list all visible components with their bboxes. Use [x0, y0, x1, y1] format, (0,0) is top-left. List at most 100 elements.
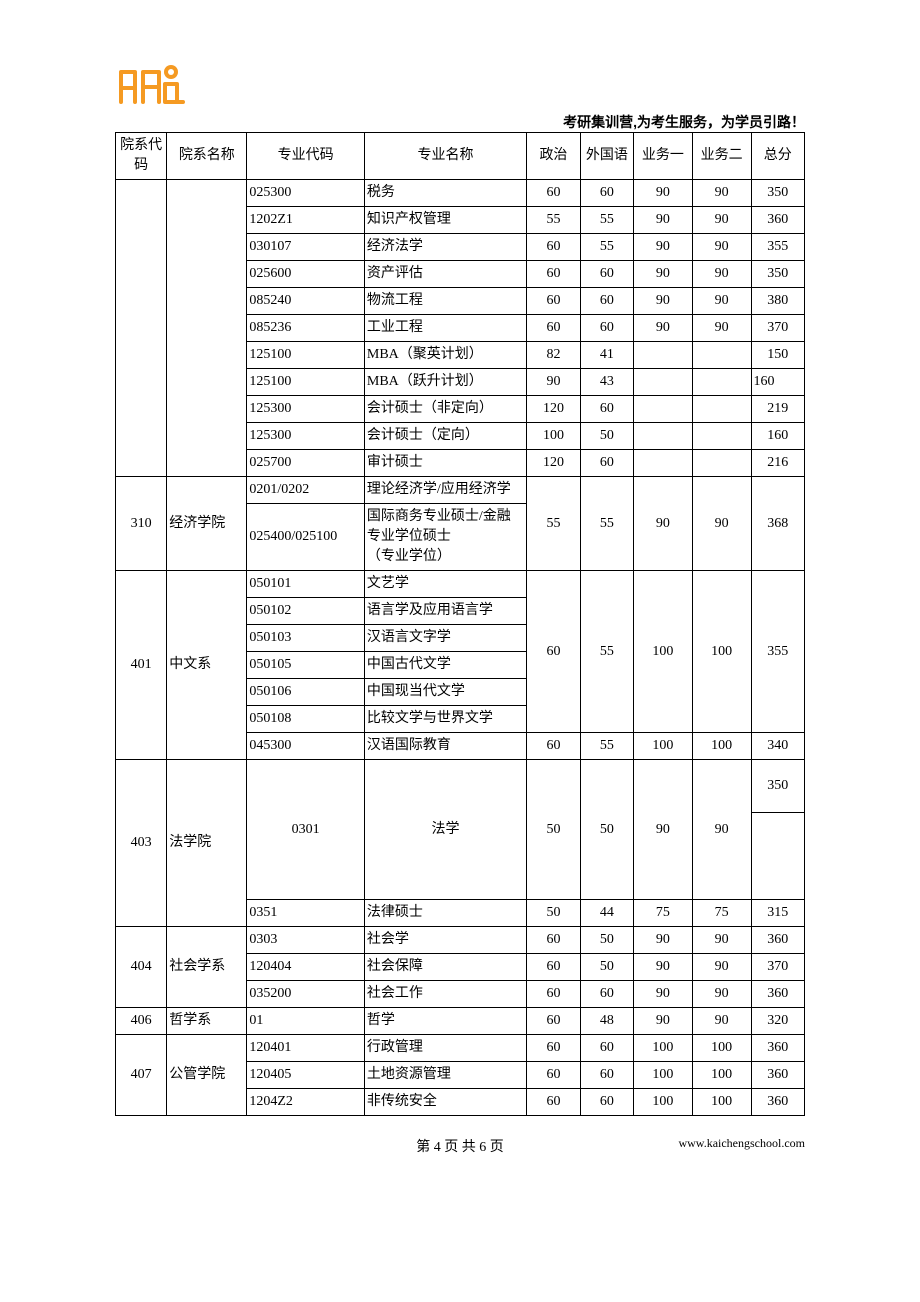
col-major-code: 专业代码	[247, 133, 365, 180]
cell: 90	[634, 1008, 693, 1035]
cell: 401	[116, 571, 167, 760]
cell: 60	[527, 234, 580, 261]
cell	[167, 180, 247, 477]
cell: 60	[527, 1062, 580, 1089]
cell: 219	[751, 396, 804, 423]
cell: 60	[580, 288, 633, 315]
cell: 368	[751, 477, 804, 571]
cell: 100	[634, 1062, 693, 1089]
cell: 60	[580, 261, 633, 288]
cell: 60	[527, 1035, 580, 1062]
footer-url: www.kaichengschool.com	[678, 1136, 805, 1151]
cell: 41	[580, 342, 633, 369]
cell: 025700	[247, 450, 365, 477]
cell: 025300	[247, 180, 365, 207]
cell: 经济法学	[364, 234, 526, 261]
cell: 360	[751, 1089, 804, 1116]
cell: 会计硕士（非定向）	[364, 396, 526, 423]
cell: 90	[527, 369, 580, 396]
cell	[634, 423, 693, 450]
cell: 0201/0202	[247, 477, 365, 504]
cell: 90	[692, 180, 751, 207]
cell: 75	[692, 900, 751, 927]
cell: 0301	[247, 760, 365, 900]
cell: 085236	[247, 315, 365, 342]
cell: 中文系	[167, 571, 247, 760]
cell: 税务	[364, 180, 526, 207]
col-dept-code: 院系代码	[116, 133, 167, 180]
cell: 44	[580, 900, 633, 927]
cell: 文艺学	[364, 571, 526, 598]
cell: 法学院	[167, 760, 247, 927]
cell: 050108	[247, 706, 365, 733]
cell: 90	[634, 288, 693, 315]
cell: 90	[692, 760, 751, 900]
cell: 150	[751, 342, 804, 369]
cell: 160	[751, 369, 804, 396]
cell: 哲学系	[167, 1008, 247, 1035]
cell: 100	[692, 733, 751, 760]
cell: 汉语言文字学	[364, 625, 526, 652]
cell: 60	[580, 315, 633, 342]
cell: 0351	[247, 900, 365, 927]
cell: 120404	[247, 954, 365, 981]
cell	[634, 342, 693, 369]
cell: 82	[527, 342, 580, 369]
cell: 90	[634, 234, 693, 261]
cell: 社会学系	[167, 927, 247, 1008]
cell: 60	[580, 1089, 633, 1116]
cell: 360	[751, 1035, 804, 1062]
cell: 50	[527, 900, 580, 927]
cell: 哲学	[364, 1008, 526, 1035]
cell: 50	[580, 760, 633, 900]
cell: MBA（聚英计划）	[364, 342, 526, 369]
cell: 125300	[247, 396, 365, 423]
cell: 100	[634, 1089, 693, 1116]
cell: 360	[751, 981, 804, 1008]
cell: 60	[527, 315, 580, 342]
cell: 90	[634, 760, 693, 900]
cell: 100	[692, 1089, 751, 1116]
table-row: 404社会学系0303社会学60509090360	[116, 927, 805, 954]
cell: 60	[527, 954, 580, 981]
col-sub1: 业务一	[634, 133, 693, 180]
cell: 社会学	[364, 927, 526, 954]
col-foreign: 外国语	[580, 133, 633, 180]
cell: 406	[116, 1008, 167, 1035]
cell: 90	[692, 954, 751, 981]
cell: 125100	[247, 369, 365, 396]
cell: 125300	[247, 423, 365, 450]
table-row: 401中文系050101文艺学6055100100355	[116, 571, 805, 598]
cell: 50	[580, 927, 633, 954]
cell: 085240	[247, 288, 365, 315]
cell: 55	[527, 207, 580, 234]
table-header-row: 院系代码 院系名称 专业代码 专业名称 政治 外国语 业务一 业务二 总分	[116, 133, 805, 180]
cell: 100	[634, 571, 693, 733]
cell: 60	[527, 180, 580, 207]
cell: 355	[751, 571, 804, 733]
cell: 90	[692, 477, 751, 571]
cell: 404	[116, 927, 167, 1008]
cell: 法学	[364, 760, 526, 900]
cell: 90	[634, 477, 693, 571]
header-slogan: 考研集训营,为考生服务，为学员引路！	[563, 112, 805, 132]
cell: 90	[634, 927, 693, 954]
cell: 55	[580, 733, 633, 760]
cell: 知识产权管理	[364, 207, 526, 234]
cell: 土地资源管理	[364, 1062, 526, 1089]
cell: 60	[527, 1008, 580, 1035]
cell: 中国古代文学	[364, 652, 526, 679]
cell	[692, 342, 751, 369]
cell: 350	[751, 261, 804, 288]
cell: 360	[751, 207, 804, 234]
cell: 理论经济学/应用经济学	[364, 477, 526, 504]
cell	[692, 396, 751, 423]
cell: 公管学院	[167, 1035, 247, 1116]
cell	[692, 423, 751, 450]
cell: MBA（跃升计划）	[364, 369, 526, 396]
cell	[116, 180, 167, 477]
cell	[634, 450, 693, 477]
cell: 资产评估	[364, 261, 526, 288]
cell: 90	[692, 927, 751, 954]
col-sub2: 业务二	[692, 133, 751, 180]
